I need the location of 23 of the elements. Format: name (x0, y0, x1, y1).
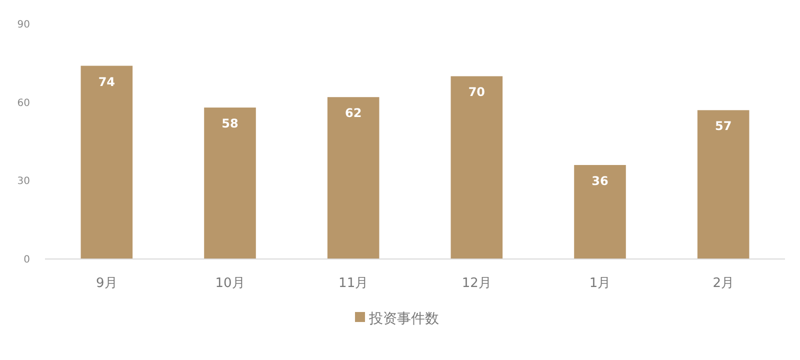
data-label: 62 (344, 106, 362, 120)
y-tick-label: 90 (17, 20, 30, 30)
data-label: 36 (592, 174, 608, 188)
x-tick-label: 11月 (338, 276, 368, 291)
bar (697, 110, 750, 259)
x-tick-label: 1月 (589, 276, 611, 291)
bar (204, 108, 256, 259)
x-tick-label: 9月 (96, 276, 118, 291)
data-label: 57 (714, 119, 732, 134)
bar (80, 66, 133, 259)
data-label: 58 (222, 116, 238, 131)
legend-label: 投资事件数 (368, 310, 439, 327)
y-tick-label: 60 (17, 98, 30, 109)
y-tick-label: 30 (17, 176, 30, 188)
bar (450, 76, 503, 259)
x-tick-label: 12月 (462, 276, 492, 291)
bar (327, 97, 380, 259)
y-tick-label: 0 (24, 254, 30, 266)
data-label: 74 (98, 74, 116, 89)
x-tick-label: 10月 (215, 276, 245, 291)
data-label: 70 (468, 85, 486, 100)
x-tick-label: 2月 (712, 276, 734, 291)
bar (574, 165, 626, 259)
